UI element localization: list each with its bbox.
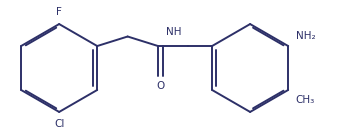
Text: F: F — [56, 7, 62, 17]
Text: NH₂: NH₂ — [296, 31, 315, 41]
Text: O: O — [156, 81, 165, 91]
Text: Cl: Cl — [54, 119, 64, 129]
Text: CH₃: CH₃ — [296, 95, 315, 105]
Text: NH: NH — [166, 27, 181, 37]
